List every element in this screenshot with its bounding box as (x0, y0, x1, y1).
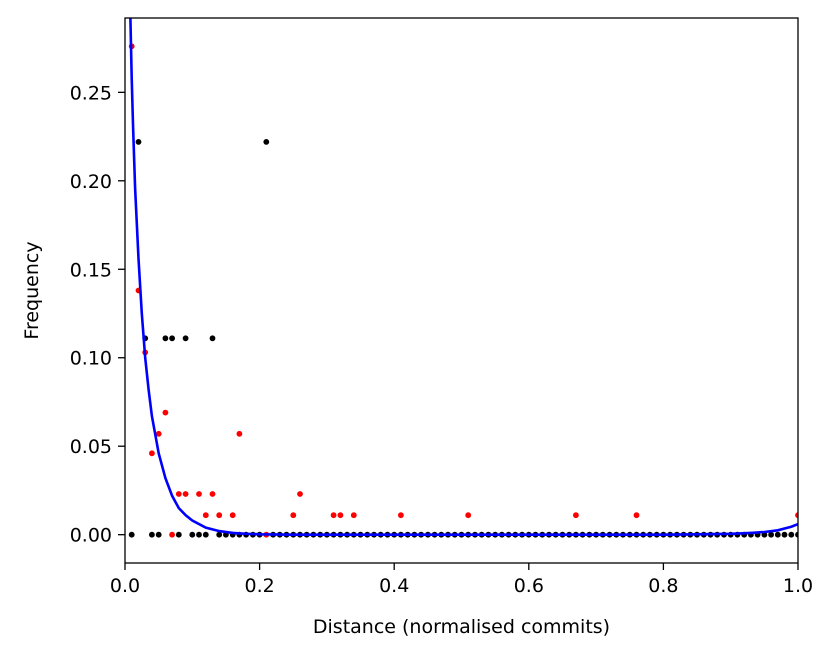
x-tick-label: 0.2 (244, 575, 274, 597)
black-data-point (788, 531, 795, 538)
x-tick-label: 0.8 (648, 575, 678, 597)
black-data-point (135, 139, 142, 145)
black-data-point (175, 531, 182, 538)
y-tick-label: 0.00 (70, 525, 112, 547)
black-data-point (169, 335, 176, 342)
y-axis: 0.00 0.05 0.10 0.15 0.20 0.25 (70, 82, 125, 547)
red-data-point (182, 491, 189, 497)
black-data-point (768, 531, 774, 538)
red-data-point (290, 512, 297, 519)
red-data-point (155, 430, 162, 437)
black-data-point (182, 335, 189, 342)
y-tick-label: 0.10 (70, 348, 112, 370)
black-data-point (202, 531, 209, 538)
red-data-point (573, 512, 579, 519)
black-data-point (189, 531, 196, 538)
x-tick-label: 1.0 (783, 575, 813, 597)
black-data-point (795, 531, 798, 538)
black-data-point (781, 531, 788, 538)
black-data-point (263, 139, 270, 145)
red-data-point (175, 491, 182, 497)
y-tick-label: 0.25 (70, 82, 112, 104)
fit-curve-line (129, 18, 798, 536)
black-data-point (155, 531, 162, 538)
red-data-point (350, 512, 357, 519)
red-data-point (196, 491, 202, 497)
red-data-point (330, 512, 337, 519)
black-data-point (216, 531, 223, 538)
plot-frame (124, 17, 799, 564)
black-data-point (774, 531, 781, 538)
y-tick-label: 0.15 (70, 259, 112, 281)
x-tick-label: 0.4 (379, 575, 409, 597)
y-tick-label: 0.05 (70, 436, 112, 458)
red-data-point (229, 512, 236, 519)
x-axis-title: Distance (normalised commits) (313, 616, 610, 638)
black-data-point (128, 531, 135, 538)
x-tick-label: 0.0 (110, 575, 140, 597)
red-data-point (209, 491, 216, 497)
x-tick-label: 0.6 (514, 575, 544, 597)
red-data-point (149, 450, 155, 457)
black-data-point (149, 531, 155, 538)
red-data-point (216, 512, 223, 519)
red-data-point (398, 512, 404, 519)
x-axis: 0.0 0.2 0.4 0.6 0.8 1.0 (110, 563, 813, 597)
black-data-point (196, 531, 202, 538)
red-data-point (795, 512, 798, 519)
red-data-point (633, 512, 640, 519)
black-data-point (162, 335, 169, 342)
red-data-point (162, 409, 169, 416)
red-data-point (236, 430, 243, 437)
red-data-point (297, 491, 303, 497)
plot-area (128, 18, 798, 538)
red-data-point (169, 531, 176, 538)
red-data-point (337, 512, 344, 519)
black-data-point (209, 335, 216, 342)
red-data-point (465, 512, 472, 519)
red-data-point (202, 512, 209, 519)
y-tick-label: 0.20 (70, 171, 112, 193)
y-axis-title: Frequency (21, 241, 43, 339)
